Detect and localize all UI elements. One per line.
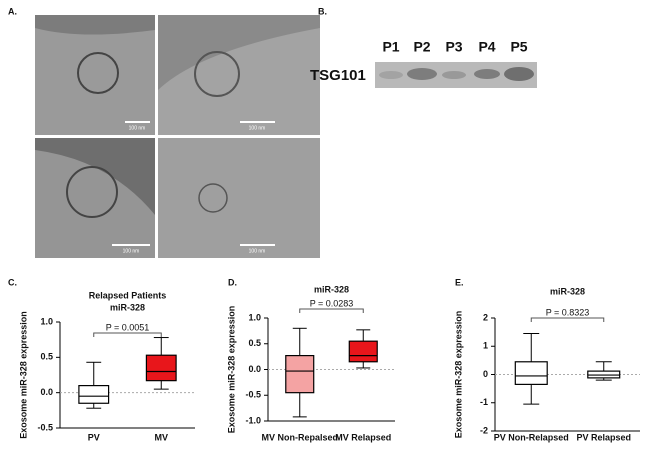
- y-tick-label: -1: [480, 397, 488, 407]
- y-tick-label: -0.5: [245, 390, 261, 400]
- lane-label: P4: [478, 39, 495, 55]
- lane-label: P2: [413, 39, 430, 55]
- y-tick-label: 0.0: [248, 364, 261, 374]
- chart-title: Relapsed Patients: [89, 290, 167, 300]
- protein-label: TSG101: [310, 67, 366, 84]
- micrographs: 100 nm 100 nm 100 nm 100 nm: [35, 15, 320, 258]
- carbon-edge: [158, 15, 320, 90]
- chart-title: miR-328: [110, 302, 145, 312]
- y-tick-label: 1.0: [40, 316, 53, 326]
- carbon-edge: [35, 138, 155, 215]
- p-value: P = 0.0051: [106, 322, 150, 332]
- micrograph: [35, 15, 155, 135]
- panel-label: A.: [8, 6, 17, 16]
- box: [145, 354, 177, 382]
- vesicle: [194, 51, 240, 97]
- x-tick-label: PV: [88, 432, 100, 442]
- y-tick-label: 1.0: [248, 312, 261, 322]
- y-tick-label: 2: [483, 312, 488, 322]
- panel-label: E.: [455, 277, 464, 287]
- blot-bands: [379, 67, 534, 81]
- scale-label: 100 nm: [129, 125, 146, 131]
- lane-label: P3: [445, 39, 462, 55]
- box: [348, 340, 378, 363]
- y-tick-label: 0: [483, 369, 488, 379]
- y-axis-label: Exosome miR-328 expression: [453, 311, 463, 439]
- micrograph: [158, 138, 320, 258]
- lane-label: P5: [510, 39, 527, 55]
- y-tick-label: 1: [483, 341, 488, 351]
- y-tick-label: 0.0: [40, 387, 53, 397]
- significance-bracket: [299, 308, 364, 313]
- scale-bars: [112, 121, 275, 246]
- chart-title: miR-328: [550, 286, 585, 296]
- scale-label: 100 nm: [123, 248, 140, 254]
- significance-bracket: [530, 317, 605, 322]
- vesicle: [66, 166, 118, 218]
- box: [78, 385, 110, 404]
- p-value: P = 0.0283: [310, 298, 354, 308]
- p-value: P = 0.8323: [546, 307, 590, 317]
- box: [514, 361, 548, 385]
- y-tick-label: -2: [480, 425, 488, 435]
- y-axis-label: Exosome miR-328 expression: [18, 311, 28, 439]
- x-tick-label: PV Relapsed: [576, 432, 631, 442]
- vesicle: [77, 52, 119, 94]
- x-tick-label: PV Non-Relapsed: [494, 432, 569, 442]
- scale-label: 100 nm: [249, 248, 266, 254]
- chart-title: miR-328: [314, 284, 349, 294]
- panel-label: D.: [228, 277, 237, 287]
- x-tick-label: MV Relapsed: [335, 432, 391, 442]
- box: [285, 354, 315, 394]
- y-tick-label: 0.5: [248, 338, 261, 348]
- y-axis-label: Exosome miR-328 expression: [226, 306, 236, 434]
- panel-label: B.: [318, 6, 327, 16]
- carbon-edge: [35, 15, 155, 35]
- significance-bracket: [93, 332, 162, 337]
- y-tick-label: 0.5: [40, 352, 53, 362]
- scale-label: 100 nm: [249, 125, 266, 131]
- y-tick-label: -1.0: [245, 415, 261, 425]
- x-tick-label: MV Non-Repalsed: [261, 432, 338, 442]
- scale-labels: 100 nm 100 nm 100 nm 100 nm: [123, 125, 266, 254]
- lane-label: P1: [382, 39, 399, 55]
- x-tick-label: MV: [155, 432, 169, 442]
- panel-label: C.: [8, 277, 17, 287]
- y-tick-label: -0.5: [37, 422, 53, 432]
- vesicle: [198, 183, 228, 213]
